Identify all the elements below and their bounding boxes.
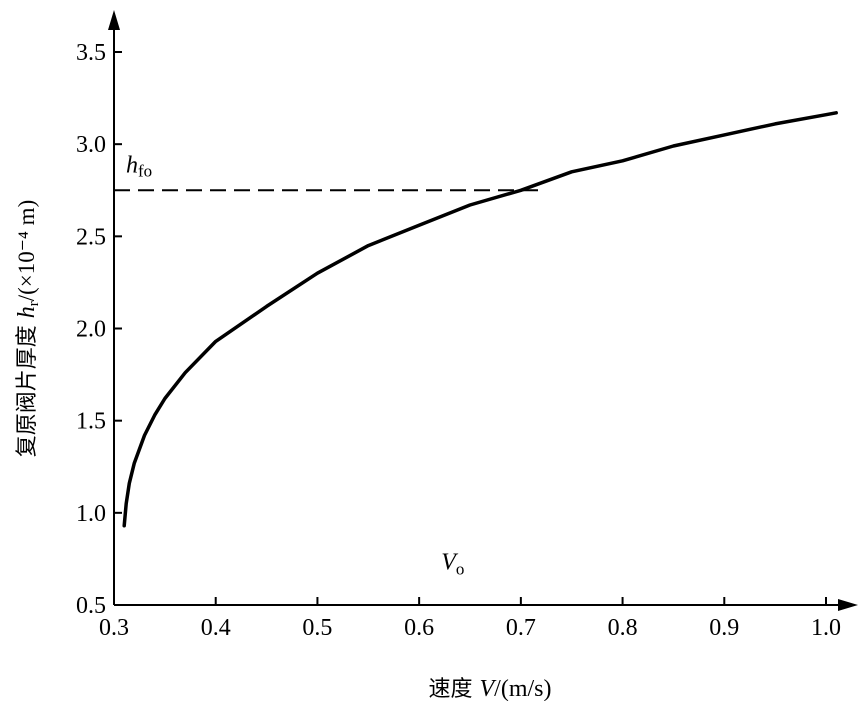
axis-titles: 速度 V/(m/s) 复原阀片厚度 hr/(×10⁻⁴ m) bbox=[14, 200, 552, 701]
y-axis-arrow bbox=[108, 10, 120, 30]
y-tick-label: 1.5 bbox=[76, 409, 106, 435]
axes bbox=[108, 10, 858, 611]
annotations: Vo bbox=[441, 549, 464, 578]
x-axis-title: 速度 V/(m/s) bbox=[429, 676, 552, 701]
series-line bbox=[122, 111, 838, 528]
x-axis-arrow bbox=[838, 599, 858, 611]
x-tick-label: 0.9 bbox=[709, 615, 739, 641]
ticks bbox=[114, 51, 827, 605]
y-tick-label: 0.5 bbox=[76, 593, 106, 619]
y-tick-label: 3.5 bbox=[76, 40, 106, 66]
y-tick-label: 2.0 bbox=[76, 317, 106, 343]
tick-labels: 0.3 0.4 0.5 0.6 0.7 0.8 0.9 1.0 0.5 1.0 1.5 2.0 2.5 3… bbox=[76, 40, 841, 641]
annotation-vo: Vo bbox=[441, 549, 464, 578]
x-tick-label: 1.0 bbox=[811, 615, 841, 641]
reference-line-label: hfo bbox=[126, 152, 152, 180]
y-tick-label: 3.0 bbox=[76, 132, 106, 158]
x-tick-label: 0.3 bbox=[99, 615, 129, 641]
x-tick-label: 0.8 bbox=[608, 615, 638, 641]
y-axis-title: 复原阀片厚度 hr/(×10⁻⁴ m) bbox=[14, 200, 42, 457]
reference-line-group: hfo bbox=[114, 152, 542, 192]
x-tick-label: 0.5 bbox=[302, 615, 332, 641]
y-tick-label: 2.5 bbox=[76, 224, 106, 250]
series-group bbox=[122, 111, 838, 528]
x-tick-label: 0.6 bbox=[404, 615, 434, 641]
y-tick-label: 1.0 bbox=[76, 501, 106, 527]
x-tick-label: 0.7 bbox=[506, 615, 536, 641]
x-tick-label: 0.4 bbox=[201, 615, 231, 641]
